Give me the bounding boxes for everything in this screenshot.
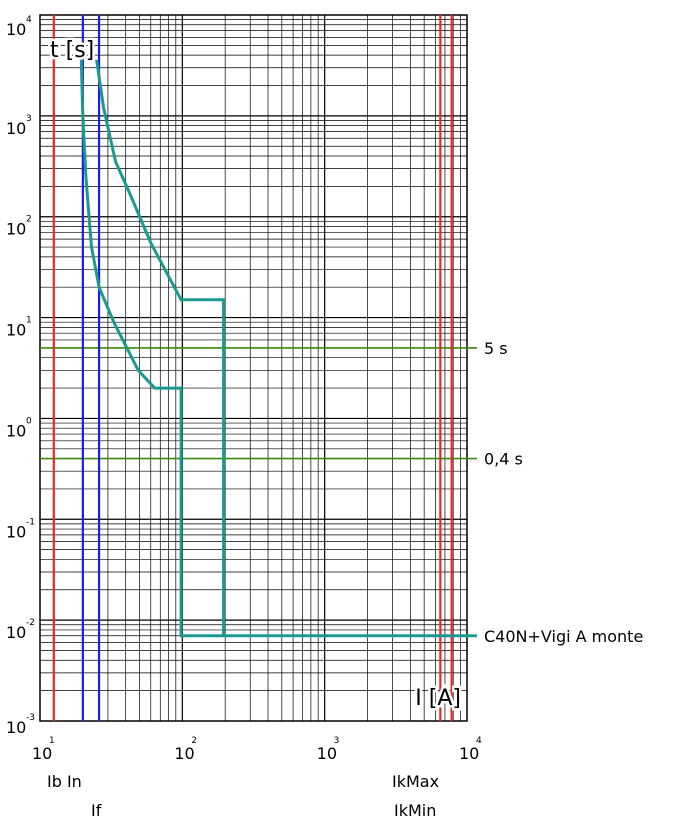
label-ib-in: Ib In bbox=[47, 772, 82, 791]
y-tick-label: 10 bbox=[6, 522, 26, 541]
y-tick-label: 10 bbox=[6, 421, 26, 440]
x-tick-label: 10 bbox=[32, 744, 52, 763]
series-label-0: C40N+Vigi A monte bbox=[484, 627, 643, 646]
label-ikmax: IkMax bbox=[392, 772, 439, 791]
x-tick-exponent: 2 bbox=[191, 736, 197, 746]
hline-label-0: 5 s bbox=[484, 339, 508, 358]
y-tick-label: 10 bbox=[6, 718, 26, 737]
y-tick-exponent: 4 bbox=[26, 15, 32, 25]
series-curve-lower-0 bbox=[79, 59, 467, 638]
y-tick-exponent: 0 bbox=[26, 416, 32, 426]
label-ikmin: IkMin bbox=[394, 801, 436, 820]
y-tick-label: 10 bbox=[6, 119, 26, 138]
grid bbox=[40, 15, 467, 721]
hline-label-1: 0,4 s bbox=[484, 450, 523, 469]
x-tick-label: 10 bbox=[317, 744, 337, 763]
x-tick-exponent: 3 bbox=[334, 736, 340, 746]
y-tick-exponent: 2 bbox=[26, 215, 32, 225]
y-tick-label: 10 bbox=[6, 623, 26, 642]
x-axis-title: I [A] bbox=[415, 686, 461, 711]
y-tick-exponent: 3 bbox=[26, 114, 32, 124]
y-tick-label: 10 bbox=[6, 321, 26, 340]
y-axis-title: t [s] bbox=[50, 38, 94, 63]
x-tick-label: 10 bbox=[459, 744, 479, 763]
y-tick-exponent: -2 bbox=[26, 618, 35, 628]
label-if: If bbox=[91, 801, 102, 820]
y-tick-exponent: -1 bbox=[26, 517, 35, 527]
series-curve-upper-0 bbox=[95, 59, 226, 636]
plot-frame bbox=[39, 14, 468, 722]
y-tick-label: 10 bbox=[6, 20, 26, 39]
x-tick-exponent: 1 bbox=[49, 736, 55, 746]
x-tick-exponent: 4 bbox=[476, 736, 482, 746]
y-tick-label: 10 bbox=[6, 220, 26, 239]
y-tick-exponent: -3 bbox=[26, 713, 35, 723]
y-tick-exponent: 1 bbox=[26, 316, 32, 326]
x-tick-label: 10 bbox=[174, 744, 194, 763]
